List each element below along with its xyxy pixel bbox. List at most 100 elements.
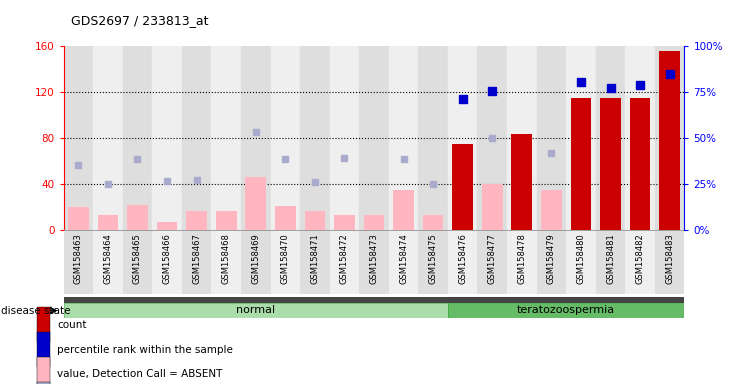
FancyBboxPatch shape <box>64 230 94 294</box>
Bar <box>536 46 566 230</box>
FancyBboxPatch shape <box>182 230 212 294</box>
Bar <box>68 207 89 230</box>
FancyBboxPatch shape <box>153 230 182 294</box>
Text: value, Detection Call = ABSENT: value, Detection Call = ABSENT <box>58 369 223 379</box>
Text: GSM158470: GSM158470 <box>280 233 289 284</box>
Bar <box>389 46 418 230</box>
Bar <box>216 211 236 230</box>
FancyBboxPatch shape <box>536 230 566 294</box>
Bar <box>600 98 621 230</box>
Bar <box>482 184 503 230</box>
Bar <box>182 46 212 230</box>
Bar <box>271 46 300 230</box>
Text: GSM158473: GSM158473 <box>370 233 378 285</box>
Text: GSM158475: GSM158475 <box>429 233 438 284</box>
Bar <box>156 222 177 230</box>
Bar <box>212 46 241 230</box>
Bar <box>659 51 680 230</box>
Bar <box>512 134 532 230</box>
Bar <box>275 206 295 230</box>
Text: GSM158477: GSM158477 <box>488 233 497 285</box>
Text: normal: normal <box>236 305 275 315</box>
Bar <box>359 46 389 230</box>
Bar <box>94 46 123 230</box>
Bar <box>418 46 448 230</box>
Bar <box>64 303 448 318</box>
Bar <box>37 357 50 384</box>
Bar <box>364 215 384 230</box>
Bar <box>37 382 50 384</box>
Bar <box>330 46 359 230</box>
Bar <box>566 46 595 230</box>
FancyBboxPatch shape <box>418 230 448 294</box>
FancyBboxPatch shape <box>654 230 684 294</box>
Text: GSM158478: GSM158478 <box>518 233 527 285</box>
Text: GSM158468: GSM158468 <box>221 233 230 285</box>
Text: GSM158469: GSM158469 <box>251 233 260 284</box>
FancyBboxPatch shape <box>271 230 300 294</box>
Text: GSM158463: GSM158463 <box>74 233 83 285</box>
Text: GSM158472: GSM158472 <box>340 233 349 284</box>
Text: disease state: disease state <box>1 306 70 316</box>
Bar <box>448 297 684 303</box>
Bar <box>304 211 325 230</box>
Text: percentile rank within the sample: percentile rank within the sample <box>58 344 233 354</box>
FancyBboxPatch shape <box>359 230 389 294</box>
Bar <box>334 215 355 230</box>
FancyBboxPatch shape <box>595 230 625 294</box>
Bar <box>595 46 625 230</box>
Text: GSM158481: GSM158481 <box>606 233 615 284</box>
FancyBboxPatch shape <box>625 230 654 294</box>
Text: GSM158480: GSM158480 <box>577 233 586 284</box>
Bar <box>241 46 271 230</box>
Text: count: count <box>58 320 87 330</box>
Bar <box>186 211 207 230</box>
Bar <box>541 190 562 230</box>
Text: GSM158482: GSM158482 <box>636 233 645 284</box>
Bar <box>127 205 148 230</box>
Bar <box>453 144 473 230</box>
Bar <box>659 51 680 230</box>
Bar <box>448 46 477 230</box>
Text: GSM158479: GSM158479 <box>547 233 556 284</box>
FancyBboxPatch shape <box>477 230 507 294</box>
FancyBboxPatch shape <box>241 230 271 294</box>
FancyBboxPatch shape <box>94 230 123 294</box>
FancyBboxPatch shape <box>330 230 359 294</box>
Text: teratozoospermia: teratozoospermia <box>517 305 615 315</box>
Bar <box>423 215 444 230</box>
Bar <box>37 307 50 342</box>
Bar <box>453 144 473 230</box>
Bar <box>630 98 651 230</box>
Bar <box>300 46 330 230</box>
Bar <box>245 177 266 230</box>
Bar <box>571 98 591 230</box>
Bar <box>448 303 684 318</box>
FancyBboxPatch shape <box>507 230 536 294</box>
Text: GDS2697 / 233813_at: GDS2697 / 233813_at <box>71 14 209 27</box>
Bar <box>37 332 50 367</box>
Text: GSM158471: GSM158471 <box>310 233 319 284</box>
FancyBboxPatch shape <box>212 230 241 294</box>
Bar <box>64 46 94 230</box>
Bar <box>477 46 507 230</box>
Bar <box>97 215 118 230</box>
Bar <box>625 46 654 230</box>
Bar <box>507 46 536 230</box>
FancyBboxPatch shape <box>123 230 153 294</box>
Bar <box>64 297 448 303</box>
Text: GSM158483: GSM158483 <box>665 233 674 285</box>
Bar <box>600 98 621 230</box>
Bar <box>512 134 532 230</box>
Text: GSM158466: GSM158466 <box>162 233 171 285</box>
Bar <box>630 98 651 230</box>
Bar <box>571 98 591 230</box>
Text: GSM158464: GSM158464 <box>103 233 112 284</box>
FancyBboxPatch shape <box>566 230 595 294</box>
Bar <box>153 46 182 230</box>
FancyBboxPatch shape <box>448 230 477 294</box>
Text: GSM158474: GSM158474 <box>399 233 408 284</box>
Bar <box>123 46 153 230</box>
Text: GSM158465: GSM158465 <box>133 233 142 284</box>
Bar <box>654 46 684 230</box>
